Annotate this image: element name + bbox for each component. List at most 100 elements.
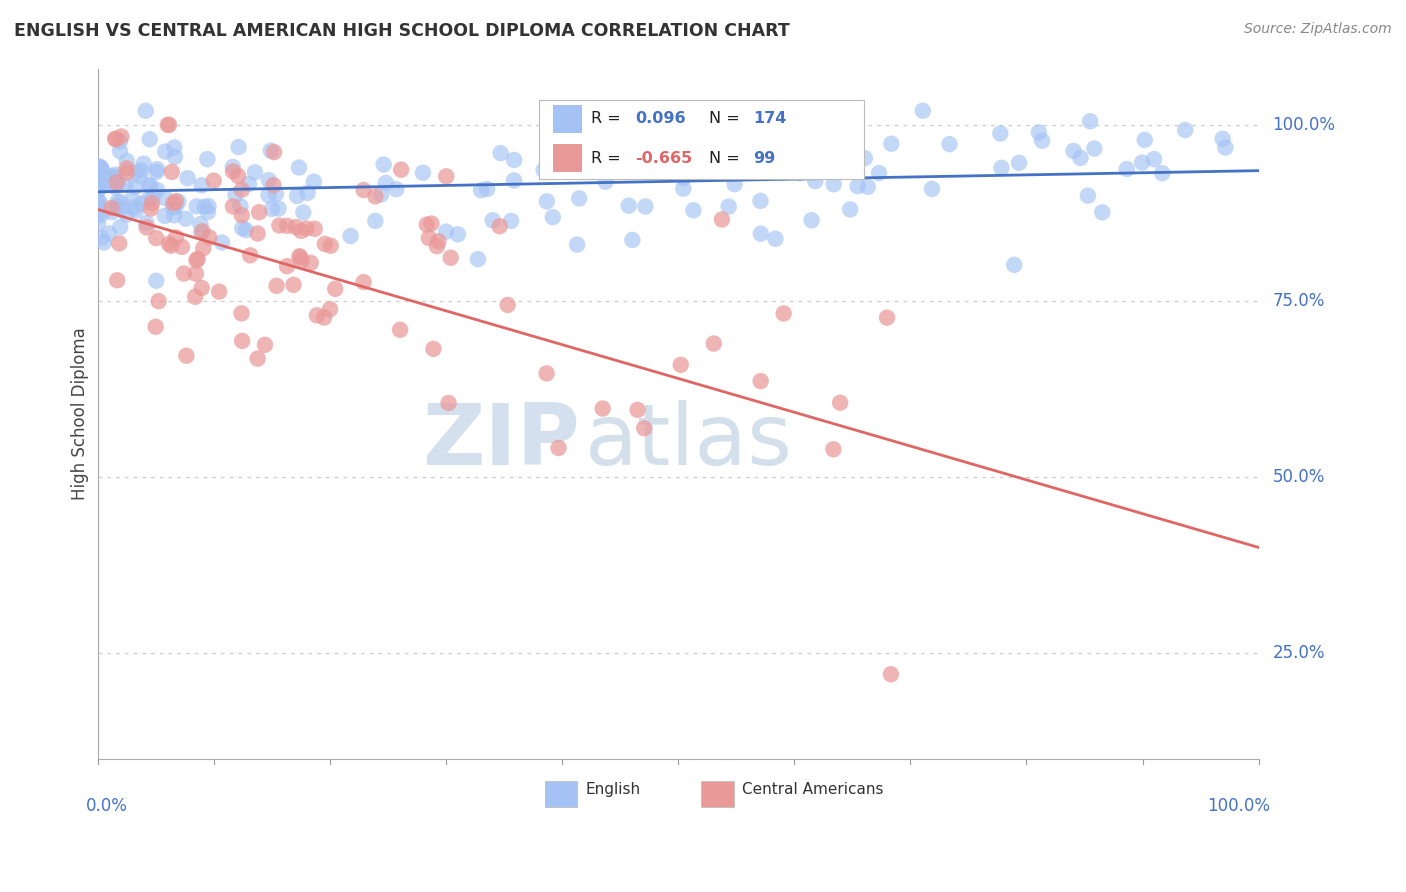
FancyBboxPatch shape — [538, 100, 863, 179]
Point — [1152, 166, 1174, 180]
Point — [160, 238, 183, 252]
Text: 0.0%: 0.0% — [86, 797, 128, 814]
Point — [290, 250, 312, 264]
Point — [276, 259, 298, 273]
Point — [373, 157, 395, 171]
Point — [156, 118, 179, 132]
Point — [503, 173, 526, 187]
Point — [496, 298, 519, 312]
Point — [846, 179, 869, 194]
Point — [231, 221, 253, 235]
Point — [135, 103, 157, 118]
Point — [467, 252, 489, 267]
Point — [1002, 258, 1025, 272]
Point — [427, 234, 450, 248]
Point — [567, 237, 589, 252]
Point — [475, 182, 498, 196]
Point — [153, 209, 176, 223]
Point — [173, 267, 195, 281]
Text: Central Americans: Central Americans — [742, 781, 883, 797]
Point — [247, 205, 270, 219]
Point — [284, 220, 307, 235]
Point — [100, 178, 122, 192]
Point — [988, 127, 1011, 141]
Point — [853, 151, 876, 165]
Point — [260, 144, 283, 158]
Point — [634, 138, 657, 153]
Point — [374, 176, 396, 190]
Point — [162, 196, 184, 211]
Point — [138, 132, 160, 146]
Point — [224, 188, 246, 202]
Point — [319, 302, 342, 317]
Text: 50.0%: 50.0% — [1272, 468, 1324, 486]
Point — [190, 217, 212, 231]
Point — [91, 178, 114, 193]
Point — [290, 253, 312, 268]
Point — [717, 200, 740, 214]
Point — [238, 177, 260, 191]
Point — [110, 129, 132, 144]
Point — [87, 181, 110, 195]
Text: 174: 174 — [754, 112, 787, 127]
Point — [153, 145, 176, 159]
Point — [129, 163, 152, 178]
Point — [558, 139, 581, 153]
Point — [87, 169, 110, 184]
Point — [412, 166, 434, 180]
Point — [416, 218, 439, 232]
Point — [364, 189, 387, 203]
Point — [1212, 132, 1234, 146]
Point — [187, 252, 209, 266]
Point — [135, 216, 157, 230]
Point — [163, 150, 186, 164]
Point — [174, 211, 197, 226]
Point — [488, 219, 510, 234]
Point — [1083, 142, 1105, 156]
Point — [682, 203, 704, 218]
Point — [422, 342, 444, 356]
Point — [595, 175, 617, 189]
Point — [121, 193, 143, 207]
Point — [1031, 134, 1053, 148]
Point — [128, 169, 150, 183]
Point — [283, 277, 305, 292]
Point — [167, 194, 190, 209]
Point — [165, 200, 187, 214]
Point — [87, 159, 110, 173]
Text: R =: R = — [591, 112, 626, 127]
Point — [148, 294, 170, 309]
Point — [135, 220, 157, 235]
Point — [568, 191, 591, 205]
Point — [1215, 140, 1237, 154]
Point — [110, 195, 132, 210]
Point — [153, 191, 176, 205]
Y-axis label: High School Diploma: High School Diploma — [72, 327, 89, 500]
Point — [211, 235, 233, 250]
Point — [547, 441, 569, 455]
Point — [544, 161, 567, 176]
Point — [263, 145, 285, 160]
Point — [710, 212, 733, 227]
Point — [288, 161, 311, 175]
Point — [253, 338, 276, 352]
Text: 99: 99 — [754, 151, 776, 166]
Point — [285, 189, 308, 203]
Point — [839, 202, 862, 217]
Point — [110, 219, 132, 234]
Point — [146, 162, 169, 177]
Point — [170, 240, 193, 254]
Point — [634, 199, 657, 213]
Point — [299, 256, 322, 270]
Point — [228, 140, 250, 154]
Point — [231, 208, 253, 222]
Point — [749, 374, 772, 388]
Point — [501, 214, 523, 228]
Point — [592, 401, 614, 416]
Point — [290, 224, 312, 238]
Point — [269, 219, 291, 233]
Point — [672, 182, 695, 196]
Point — [110, 202, 132, 216]
Point — [672, 171, 695, 186]
Point — [98, 169, 121, 183]
